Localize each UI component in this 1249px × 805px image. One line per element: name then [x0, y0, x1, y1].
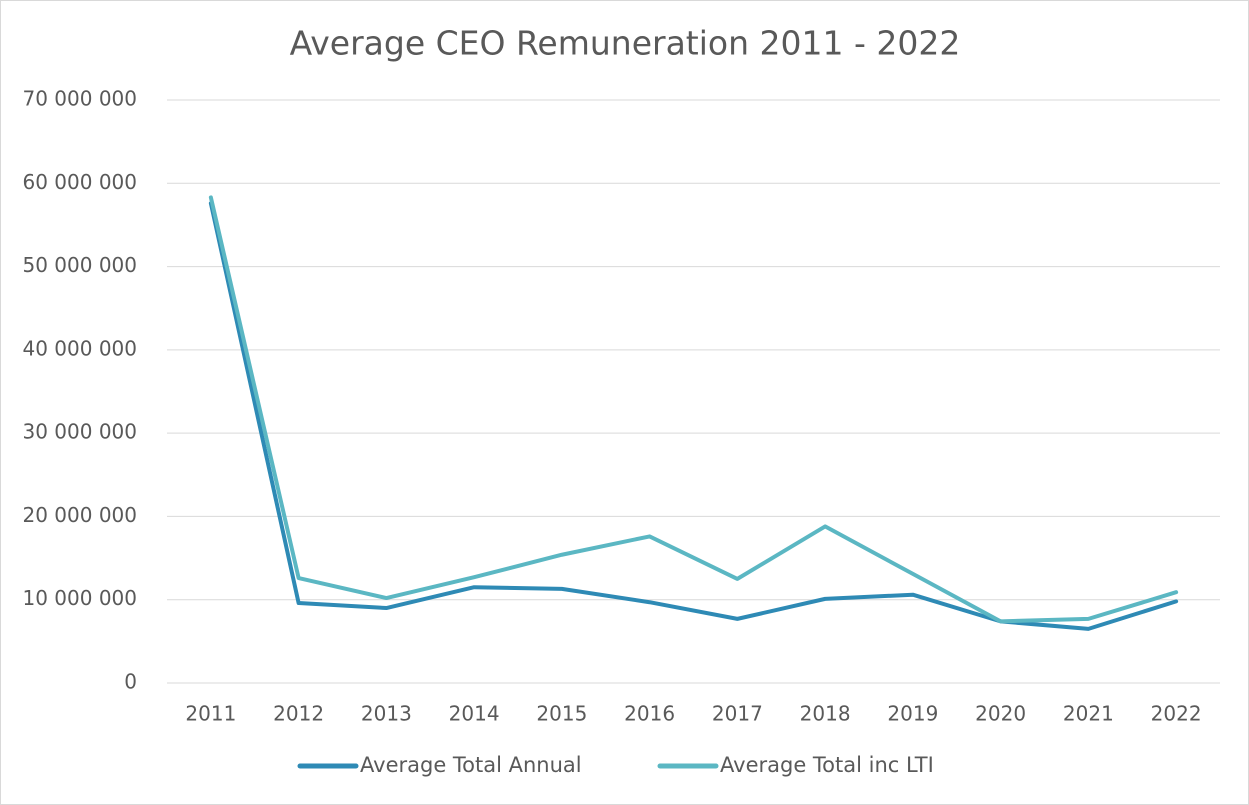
y-tick-label: 70 000 000 [22, 87, 137, 111]
y-tick-label: 10 000 000 [22, 586, 137, 610]
x-tick-label: 2011 [185, 702, 236, 726]
y-tick-label: 40 000 000 [22, 336, 137, 360]
y-tick-label: 0 [124, 670, 137, 694]
y-tick-label: 50 000 000 [22, 253, 137, 277]
x-tick-label: 2015 [536, 702, 587, 726]
chart-title: Average CEO Remuneration 2011 - 2022 [290, 24, 961, 63]
legend-label: Average Total Annual [360, 753, 582, 777]
x-tick-label: 2013 [361, 702, 412, 726]
x-tick-label: 2020 [975, 702, 1026, 726]
y-tick-label: 30 000 000 [22, 420, 137, 444]
y-tick-label: 20 000 000 [22, 503, 137, 527]
x-tick-label: 2018 [800, 702, 851, 726]
y-tick-label: 60 000 000 [22, 170, 137, 194]
x-tick-label: 2017 [712, 702, 763, 726]
x-tick-label: 2022 [1151, 702, 1202, 726]
x-tick-label: 2019 [887, 702, 938, 726]
x-tick-label: 2021 [1063, 702, 1114, 726]
x-tick-label: 2016 [624, 702, 675, 726]
x-tick-label: 2012 [273, 702, 324, 726]
line-series [208, 195, 1179, 624]
x-tick-label: 2014 [449, 702, 500, 726]
legend-label: Average Total inc LTI [720, 753, 934, 777]
